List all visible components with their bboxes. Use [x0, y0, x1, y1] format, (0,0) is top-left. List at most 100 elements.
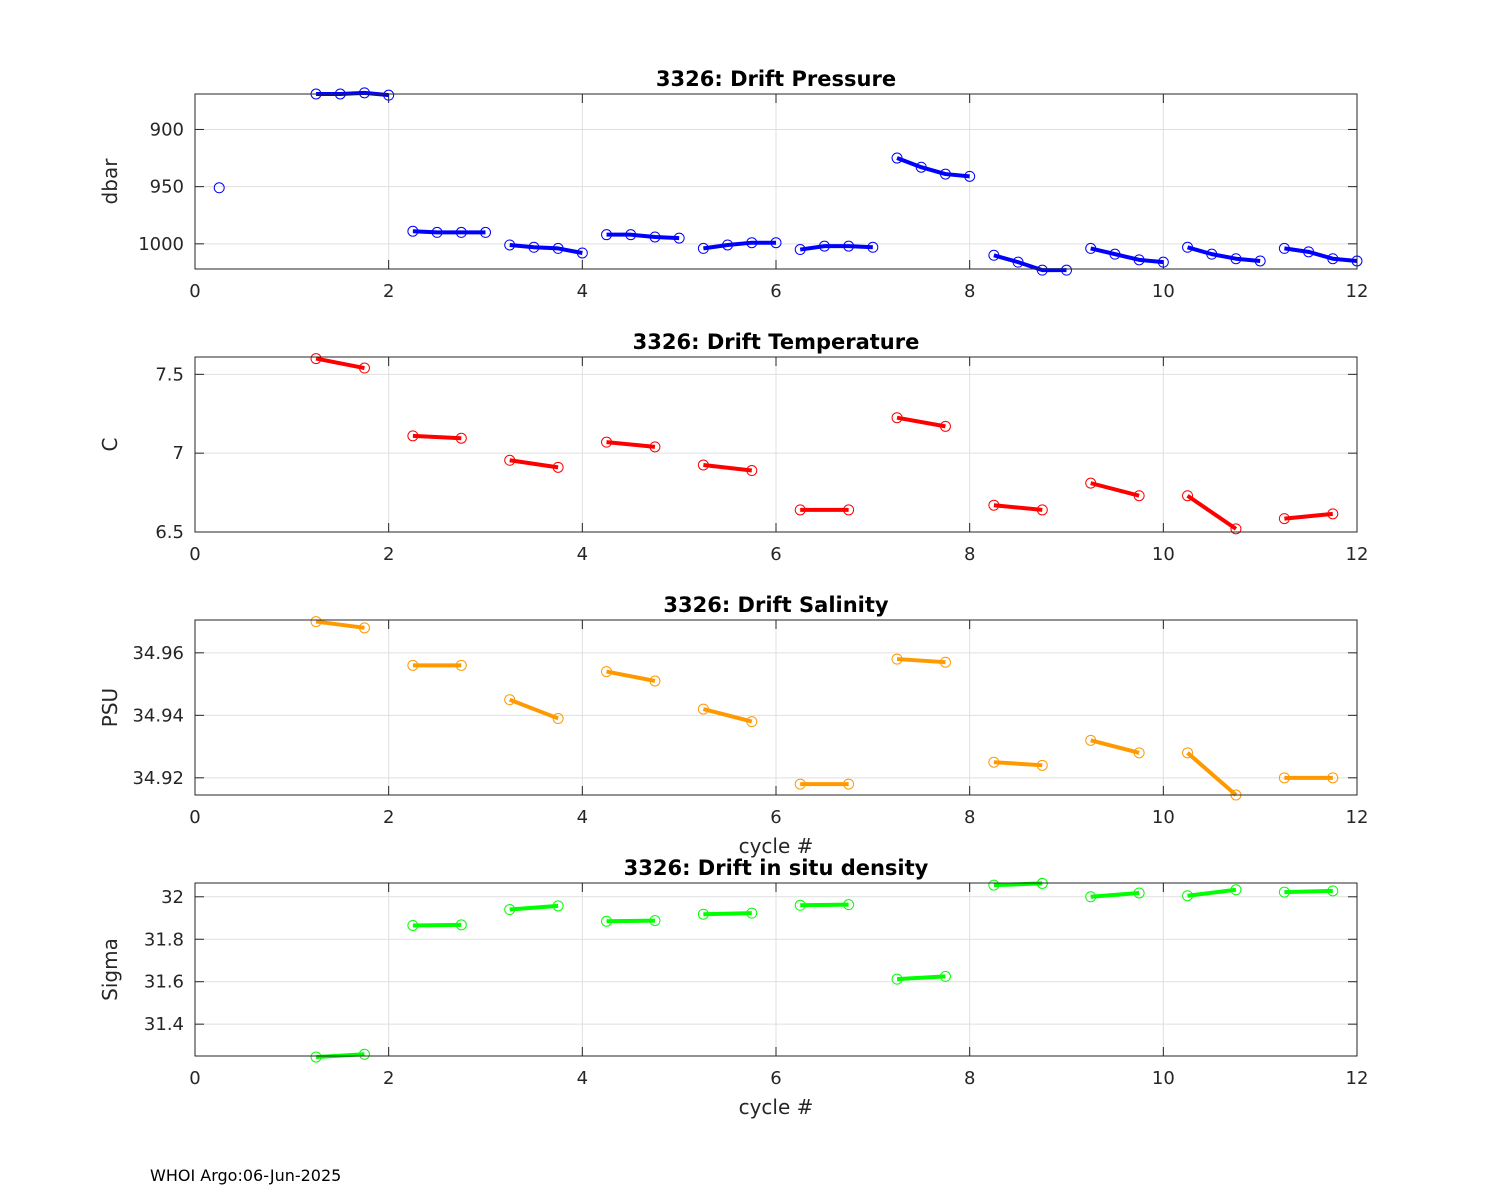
x-tick-label: 10: [1152, 544, 1175, 565]
chart-panel-3: 0 2 4 6 8 10 12 34.92 34.94 34.96 3326: Drift Sali…: [98, 593, 1368, 858]
chart-title: 3326: Drift Salinity: [663, 593, 889, 617]
y-tick-label: 34.92: [132, 768, 184, 789]
x-tick-label: 6: [770, 807, 781, 828]
data-point: [1012, 256, 1024, 268]
data-point: [746, 907, 758, 919]
data-point: [843, 240, 855, 252]
data-point: [891, 412, 903, 424]
data-point: [431, 226, 443, 238]
data-point: [213, 182, 225, 194]
data-point: [407, 659, 419, 671]
data-line: [1090, 890, 1140, 899]
data-line: [1090, 738, 1140, 755]
data-point: [939, 420, 951, 432]
data-point: [794, 244, 806, 256]
x-tick-label: 10: [1152, 281, 1175, 302]
data-line: [896, 657, 946, 665]
data-point: [1109, 248, 1121, 260]
data-point: [1278, 242, 1290, 254]
data-line: [315, 619, 365, 630]
data-point: [1327, 508, 1339, 520]
data-line: [896, 415, 946, 429]
axes-box: [194, 619, 1358, 796]
data-point: [843, 504, 855, 516]
data-line: [703, 911, 752, 917]
data-point: [504, 694, 516, 706]
data-point: [1182, 747, 1194, 759]
data-point: [1327, 885, 1339, 897]
data-point: [746, 237, 758, 249]
data-point: [649, 231, 661, 243]
data-line: [703, 463, 753, 473]
x-tick-label: 12: [1346, 281, 1369, 302]
data-line: [315, 356, 365, 370]
data-point: [310, 353, 322, 365]
x-tick-label: 4: [577, 281, 588, 302]
data-line: [1284, 511, 1333, 521]
data-line: [412, 229, 486, 235]
series-3: [310, 616, 1339, 801]
x-axis-label: cycle #: [739, 1095, 814, 1119]
data-point: [722, 239, 734, 251]
y-tick-label: 7: [173, 443, 184, 464]
data-line: [1187, 887, 1237, 898]
data-point: [964, 170, 976, 182]
y-axis-label: dbar: [98, 158, 122, 205]
data-point: [746, 716, 758, 728]
data-point: [407, 430, 419, 442]
y-tick-label: 6.5: [155, 522, 184, 543]
data-point: [455, 659, 467, 671]
data-point: [891, 152, 903, 164]
data-point: [455, 432, 467, 444]
data-point: [649, 441, 661, 453]
data-point: [552, 461, 564, 473]
data-point: [988, 249, 1000, 261]
y-tick-label: 34.96: [132, 643, 184, 664]
data-line: [606, 232, 680, 241]
data-point: [504, 904, 516, 916]
data-point: [552, 712, 564, 724]
data-line: [509, 903, 559, 912]
data-point: [1182, 241, 1194, 253]
y-tick-label: 950: [150, 177, 184, 198]
data-point: [988, 879, 1000, 891]
data-point: [1278, 513, 1290, 525]
data-point: [1278, 772, 1290, 784]
series-1: [213, 87, 1363, 276]
data-point: [1085, 734, 1097, 746]
series-2: [310, 353, 1339, 535]
data-point: [504, 239, 516, 251]
data-point: [649, 915, 661, 927]
data-point: [1036, 264, 1048, 276]
data-line: [896, 974, 946, 982]
axes-box: [194, 356, 1358, 533]
y-tick-label: 31.4: [144, 1014, 184, 1035]
data-point: [1230, 253, 1242, 265]
data-point: [601, 229, 613, 241]
data-point: [1230, 523, 1242, 535]
data-point: [697, 703, 709, 715]
x-tick-label: 12: [1346, 544, 1369, 565]
data-point: [794, 899, 806, 911]
data-line: [1186, 245, 1261, 263]
x-tick-label: 4: [577, 807, 588, 828]
data-line: [799, 244, 873, 252]
data-point: [1254, 255, 1266, 267]
data-point: [939, 656, 951, 668]
data-line: [702, 707, 753, 724]
data-point: [794, 504, 806, 516]
y-tick-label: 31.6: [144, 972, 184, 993]
data-point: [1133, 747, 1145, 759]
y-tick-label: 34.94: [132, 705, 184, 726]
data-point: [891, 653, 903, 665]
data-point: [649, 675, 661, 687]
y-tick-label: 1000: [138, 234, 184, 255]
data-point: [1327, 772, 1339, 784]
y-axis-label: Sigma: [98, 938, 122, 1001]
data-line: [993, 253, 1067, 273]
x-tick-label: 10: [1152, 807, 1175, 828]
x-tick-label: 0: [189, 1068, 200, 1089]
data-point: [1303, 246, 1315, 258]
axes-box: [194, 882, 1358, 1057]
data-point: [504, 454, 516, 466]
